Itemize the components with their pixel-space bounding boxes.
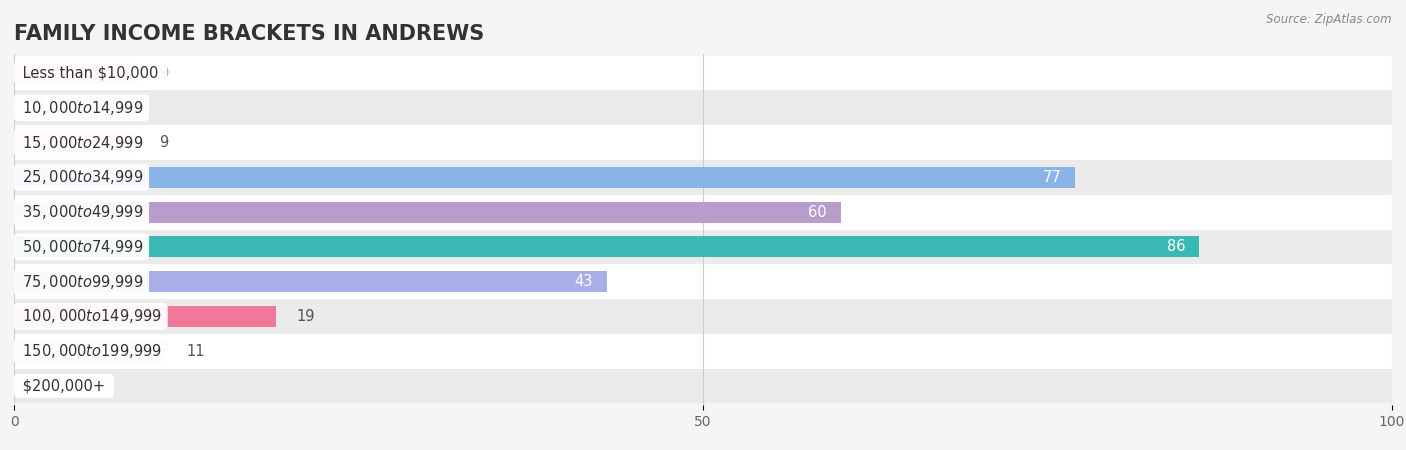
- Bar: [14, 125, 1392, 160]
- Text: 9: 9: [159, 66, 167, 81]
- Bar: [14, 306, 276, 327]
- Bar: [14, 167, 1076, 188]
- Bar: [14, 264, 1392, 299]
- Text: $100,000 to $149,999: $100,000 to $149,999: [18, 307, 163, 325]
- Text: $25,000 to $34,999: $25,000 to $34,999: [18, 168, 145, 186]
- Bar: [14, 56, 1392, 90]
- Text: 86: 86: [1167, 239, 1185, 254]
- Bar: [14, 369, 1392, 403]
- Bar: [14, 195, 1392, 230]
- Bar: [14, 202, 841, 223]
- Bar: [14, 132, 138, 153]
- Bar: [14, 341, 166, 361]
- Text: 19: 19: [297, 309, 315, 324]
- Text: $75,000 to $99,999: $75,000 to $99,999: [18, 273, 145, 291]
- Bar: [14, 160, 1392, 195]
- Bar: [14, 236, 1199, 257]
- Bar: [14, 230, 1392, 264]
- Text: FAMILY INCOME BRACKETS IN ANDREWS: FAMILY INCOME BRACKETS IN ANDREWS: [14, 24, 484, 44]
- Text: 9: 9: [159, 135, 167, 150]
- Text: Source: ZipAtlas.com: Source: ZipAtlas.com: [1267, 14, 1392, 27]
- Text: $50,000 to $74,999: $50,000 to $74,999: [18, 238, 145, 256]
- Bar: [14, 63, 138, 84]
- Text: $15,000 to $24,999: $15,000 to $24,999: [18, 134, 145, 152]
- Bar: [14, 90, 1392, 125]
- Bar: [14, 299, 1392, 334]
- Text: 11: 11: [186, 344, 205, 359]
- Text: 60: 60: [808, 205, 827, 220]
- Text: $200,000+: $200,000+: [18, 378, 110, 393]
- Text: 0: 0: [35, 378, 44, 393]
- Text: $35,000 to $49,999: $35,000 to $49,999: [18, 203, 145, 221]
- Text: Less than $10,000: Less than $10,000: [18, 66, 163, 81]
- Text: 0: 0: [35, 100, 44, 115]
- Bar: [14, 334, 1392, 369]
- Bar: [14, 271, 606, 292]
- Text: $10,000 to $14,999: $10,000 to $14,999: [18, 99, 145, 117]
- Text: 77: 77: [1042, 170, 1062, 185]
- Text: $150,000 to $199,999: $150,000 to $199,999: [18, 342, 163, 360]
- Text: 43: 43: [575, 274, 593, 289]
